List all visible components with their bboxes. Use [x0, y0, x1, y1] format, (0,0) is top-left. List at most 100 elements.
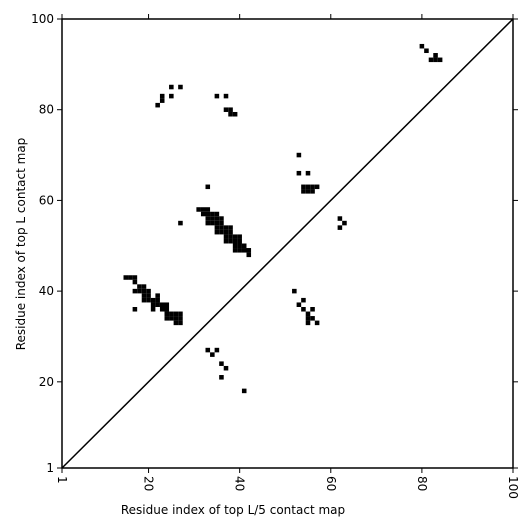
contact-cell — [228, 225, 233, 230]
contact-cell — [159, 98, 165, 103]
contact-cell — [178, 320, 183, 326]
contact-cell — [214, 211, 220, 217]
contact-cell — [205, 211, 211, 217]
contact-cell — [219, 229, 224, 235]
contact-cell — [141, 284, 147, 289]
plot-frame — [61, 18, 514, 469]
contact-cell — [178, 316, 183, 321]
contact-cell — [310, 189, 315, 194]
contact-cell — [128, 275, 133, 280]
contact-cell — [305, 189, 311, 194]
contact-cell — [210, 211, 215, 217]
contact-cell — [169, 84, 174, 90]
contact-cell — [232, 111, 238, 117]
contact-cell — [141, 293, 147, 298]
contact-cell — [150, 297, 156, 303]
y-tick-label: 100 — [31, 12, 54, 26]
contact-cell — [214, 229, 220, 235]
contact-cell — [219, 361, 224, 366]
contact-cell — [141, 297, 147, 303]
contact-cell — [155, 293, 160, 298]
contact-cell — [232, 238, 238, 244]
contact-cell — [223, 238, 229, 244]
contact-cell — [228, 111, 233, 117]
contact-cell — [337, 225, 343, 230]
contact-cell — [132, 288, 138, 294]
contact-cell — [164, 311, 170, 317]
contact-cell — [169, 93, 174, 99]
contact-cell — [155, 102, 160, 108]
contact-cell — [219, 375, 224, 380]
contact-cell — [164, 302, 170, 307]
contact-cell — [214, 225, 220, 230]
contact-cell — [205, 216, 211, 221]
contact-cell — [301, 306, 306, 312]
contact-cell — [155, 302, 160, 307]
contact-cell — [205, 347, 211, 353]
contact-cell — [150, 306, 156, 312]
contact-cell — [169, 316, 174, 321]
contact-cell — [159, 93, 165, 99]
contact-cell — [241, 388, 247, 394]
contact-cell — [428, 57, 434, 63]
contact-cell — [223, 225, 229, 230]
contact-cell — [219, 225, 224, 230]
contact-cell — [210, 216, 215, 221]
contact-cell — [314, 184, 320, 190]
contact-cell — [223, 365, 229, 371]
contact-cell — [228, 107, 233, 112]
contact-cell — [146, 293, 151, 298]
y-axis-label: Residue index of top L contact map — [14, 138, 28, 351]
contact-cell — [137, 284, 142, 289]
contact-cell — [305, 316, 311, 321]
contact-cell — [237, 238, 242, 244]
contact-cell — [223, 93, 229, 99]
contact-cell — [437, 57, 443, 63]
contact-cell — [237, 248, 242, 253]
contact-cell — [155, 297, 160, 303]
contact-cell — [137, 288, 142, 294]
contact-cell — [305, 184, 311, 190]
contact-cell — [141, 288, 147, 294]
x-tick-label: 60 — [324, 476, 338, 491]
contact-cell — [424, 48, 429, 54]
contact-cell — [178, 311, 183, 317]
contact-cell — [205, 207, 211, 212]
contact-cell — [301, 297, 306, 303]
contact-cell — [232, 248, 238, 253]
x-axis-label: Residue index of top L/5 contact map — [121, 503, 345, 517]
contact-cell — [337, 216, 343, 221]
contact-cell — [241, 248, 247, 253]
contact-cell — [159, 302, 165, 307]
contact-cell — [292, 288, 297, 294]
contact-cell — [214, 216, 220, 221]
contact-cell — [196, 207, 201, 212]
contact-cell — [296, 170, 302, 176]
contact-cell — [223, 234, 229, 239]
contact-cell — [132, 279, 138, 285]
contact-cell — [205, 184, 211, 190]
contact-cell — [305, 170, 311, 176]
contact-cell — [200, 211, 206, 217]
contact-cell — [132, 275, 138, 280]
x-tick-label: 20 — [142, 476, 156, 491]
contact-cell — [214, 347, 220, 353]
contact-cell — [301, 189, 306, 194]
contact-cell — [342, 220, 347, 226]
contact-cell — [178, 84, 183, 90]
contact-cell — [178, 220, 183, 226]
contact-cell — [173, 316, 179, 321]
contact-cell — [205, 220, 211, 226]
contact-cell — [232, 234, 238, 239]
contact-cell — [246, 252, 252, 258]
contact-cell — [164, 316, 170, 321]
x-tick-label: 1 — [55, 476, 69, 484]
contact-cell — [150, 302, 156, 307]
contact-cell — [305, 320, 311, 326]
contact-cell — [214, 93, 220, 99]
contact-cell — [159, 306, 165, 312]
contact-cell — [228, 238, 233, 244]
contact-cell — [310, 184, 315, 190]
contact-cell — [210, 220, 215, 226]
